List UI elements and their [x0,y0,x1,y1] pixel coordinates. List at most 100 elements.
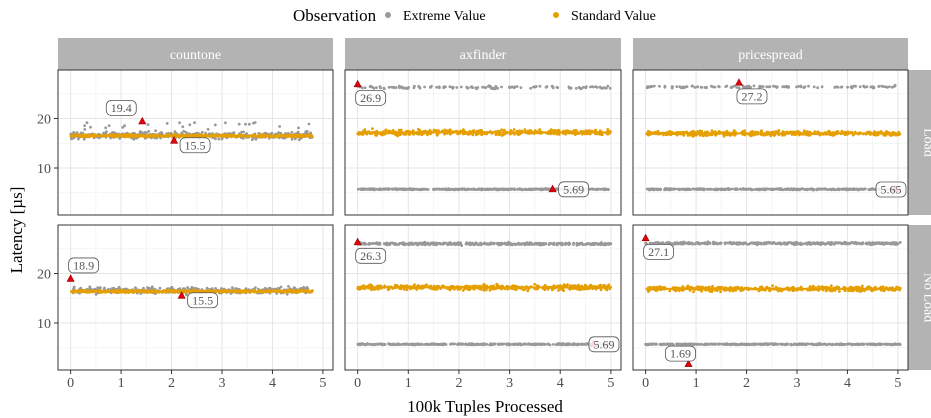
point-extreme [824,187,828,191]
point-extreme [559,242,563,246]
point-extreme [730,85,734,89]
point-extreme [720,187,724,191]
point-extreme [860,187,864,191]
point-extreme [678,188,681,192]
point-extreme [217,137,221,141]
point-extreme [529,86,533,90]
point-extreme [735,86,739,89]
point-extreme [378,242,382,246]
point-extreme [486,85,490,88]
value-label-box [875,181,907,198]
point-extreme [436,242,440,246]
point-extreme [542,342,546,346]
point-extreme [799,84,803,88]
point-extreme [83,124,86,127]
point-standard [840,129,844,133]
point-extreme [382,87,386,91]
point-extreme [653,187,656,191]
value-label: 27.2 [741,89,762,103]
panel-background [345,225,621,370]
point-standard [418,128,421,132]
point-extreme [600,86,603,90]
point-extreme [372,86,376,90]
point-extreme [888,85,891,89]
point-standard [420,133,424,137]
point-extreme [681,187,684,191]
point-standard [555,132,559,136]
point-extreme [210,287,214,291]
point-extreme [148,287,152,290]
point-extreme [395,187,398,191]
point-extreme [737,86,741,90]
point-standard [599,288,603,292]
point-extreme [470,187,474,191]
point-extreme [181,125,185,129]
point-extreme [83,127,87,131]
point-extreme [595,188,598,192]
point-extreme [527,342,530,346]
point-extreme [389,343,393,346]
point-extreme [478,187,481,191]
point-extreme [413,84,416,88]
legend-title: Observation [293,6,377,25]
point-extreme [254,137,258,141]
point-extreme [658,84,661,88]
point-extreme [495,187,499,191]
point-extreme [509,187,513,191]
point-standard [394,133,398,137]
panel-countone-no-load: 18.915.5 [57,224,334,371]
point-extreme [657,187,661,191]
point-extreme [297,138,301,142]
point-extreme [812,188,816,191]
point-extreme [862,85,866,88]
point-standard [512,128,516,131]
point-extreme [497,242,500,246]
point-standard [393,283,397,287]
value-label: 15.5 [185,138,206,152]
panel-axfinder-no-load: 26.35.69 [344,224,622,371]
point-standard [482,288,486,292]
point-extreme [649,188,652,192]
point-extreme [579,87,583,90]
point-standard [472,129,475,132]
point-extreme [713,85,717,89]
point-extreme [150,285,154,289]
point-extreme [182,129,186,133]
point-extreme [775,85,779,89]
point-extreme [483,187,487,191]
point-extreme [487,188,490,192]
extreme-marker [170,136,179,144]
point-extreme [364,187,368,191]
point-extreme [850,85,854,88]
point-extreme [604,86,608,90]
point-extreme [474,188,478,192]
point-extreme [408,187,411,191]
point-extreme [513,187,516,191]
point-standard [605,288,609,292]
legend-label-extreme: Extreme Value [403,9,486,24]
point-standard [646,129,650,133]
point-extreme [781,188,785,192]
point-extreme [510,85,514,89]
point-extreme [441,187,444,191]
point-extreme [185,293,188,297]
point-extreme [606,84,610,88]
point-extreme [378,188,381,192]
point-extreme [606,187,610,191]
point-extreme [98,286,102,290]
point-extreme [745,187,748,191]
point-standard [538,128,542,131]
point-extreme [423,85,426,89]
point-extreme [492,86,495,90]
point-standard [500,128,504,132]
point-extreme [494,85,498,88]
point-extreme [380,188,384,191]
x-tick-label: 5 [319,376,326,391]
point-extreme [590,85,594,88]
y-tick-label: 20 [37,267,51,282]
value-label: 5.69 [563,182,584,196]
point-extreme [489,241,493,245]
point-standard [572,129,576,132]
point-extreme [479,243,483,246]
point-extreme [200,130,204,134]
